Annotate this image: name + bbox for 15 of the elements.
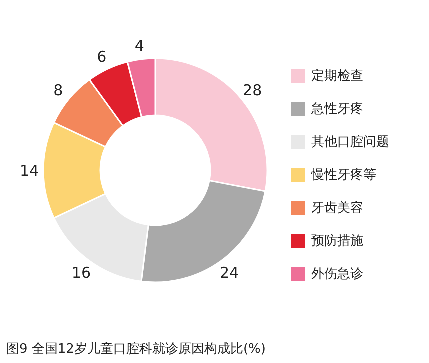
data-label: 8 xyxy=(54,82,64,100)
data-label: 28 xyxy=(243,82,262,100)
legend-label: 定期检查 xyxy=(312,69,364,84)
legend-label: 预防措施 xyxy=(312,234,364,249)
data-label: 24 xyxy=(220,264,240,282)
legend-label: 急性牙疼 xyxy=(310,102,364,117)
legend-label: 其他口腔问题 xyxy=(312,135,390,150)
data-label: 4 xyxy=(134,36,144,55)
legend-label: 牙齿美容 xyxy=(312,200,364,216)
data-label: 6 xyxy=(97,48,107,66)
text: 图9 全国12岁儿童口腔科就诊原因构成比(%) xyxy=(6,341,266,357)
data-label: 14 xyxy=(20,162,40,180)
legend-label: 慢性牙疼等 xyxy=(310,168,376,183)
legend-label: 外伤急诊 xyxy=(312,267,364,282)
data-label: 16 xyxy=(72,264,91,282)
